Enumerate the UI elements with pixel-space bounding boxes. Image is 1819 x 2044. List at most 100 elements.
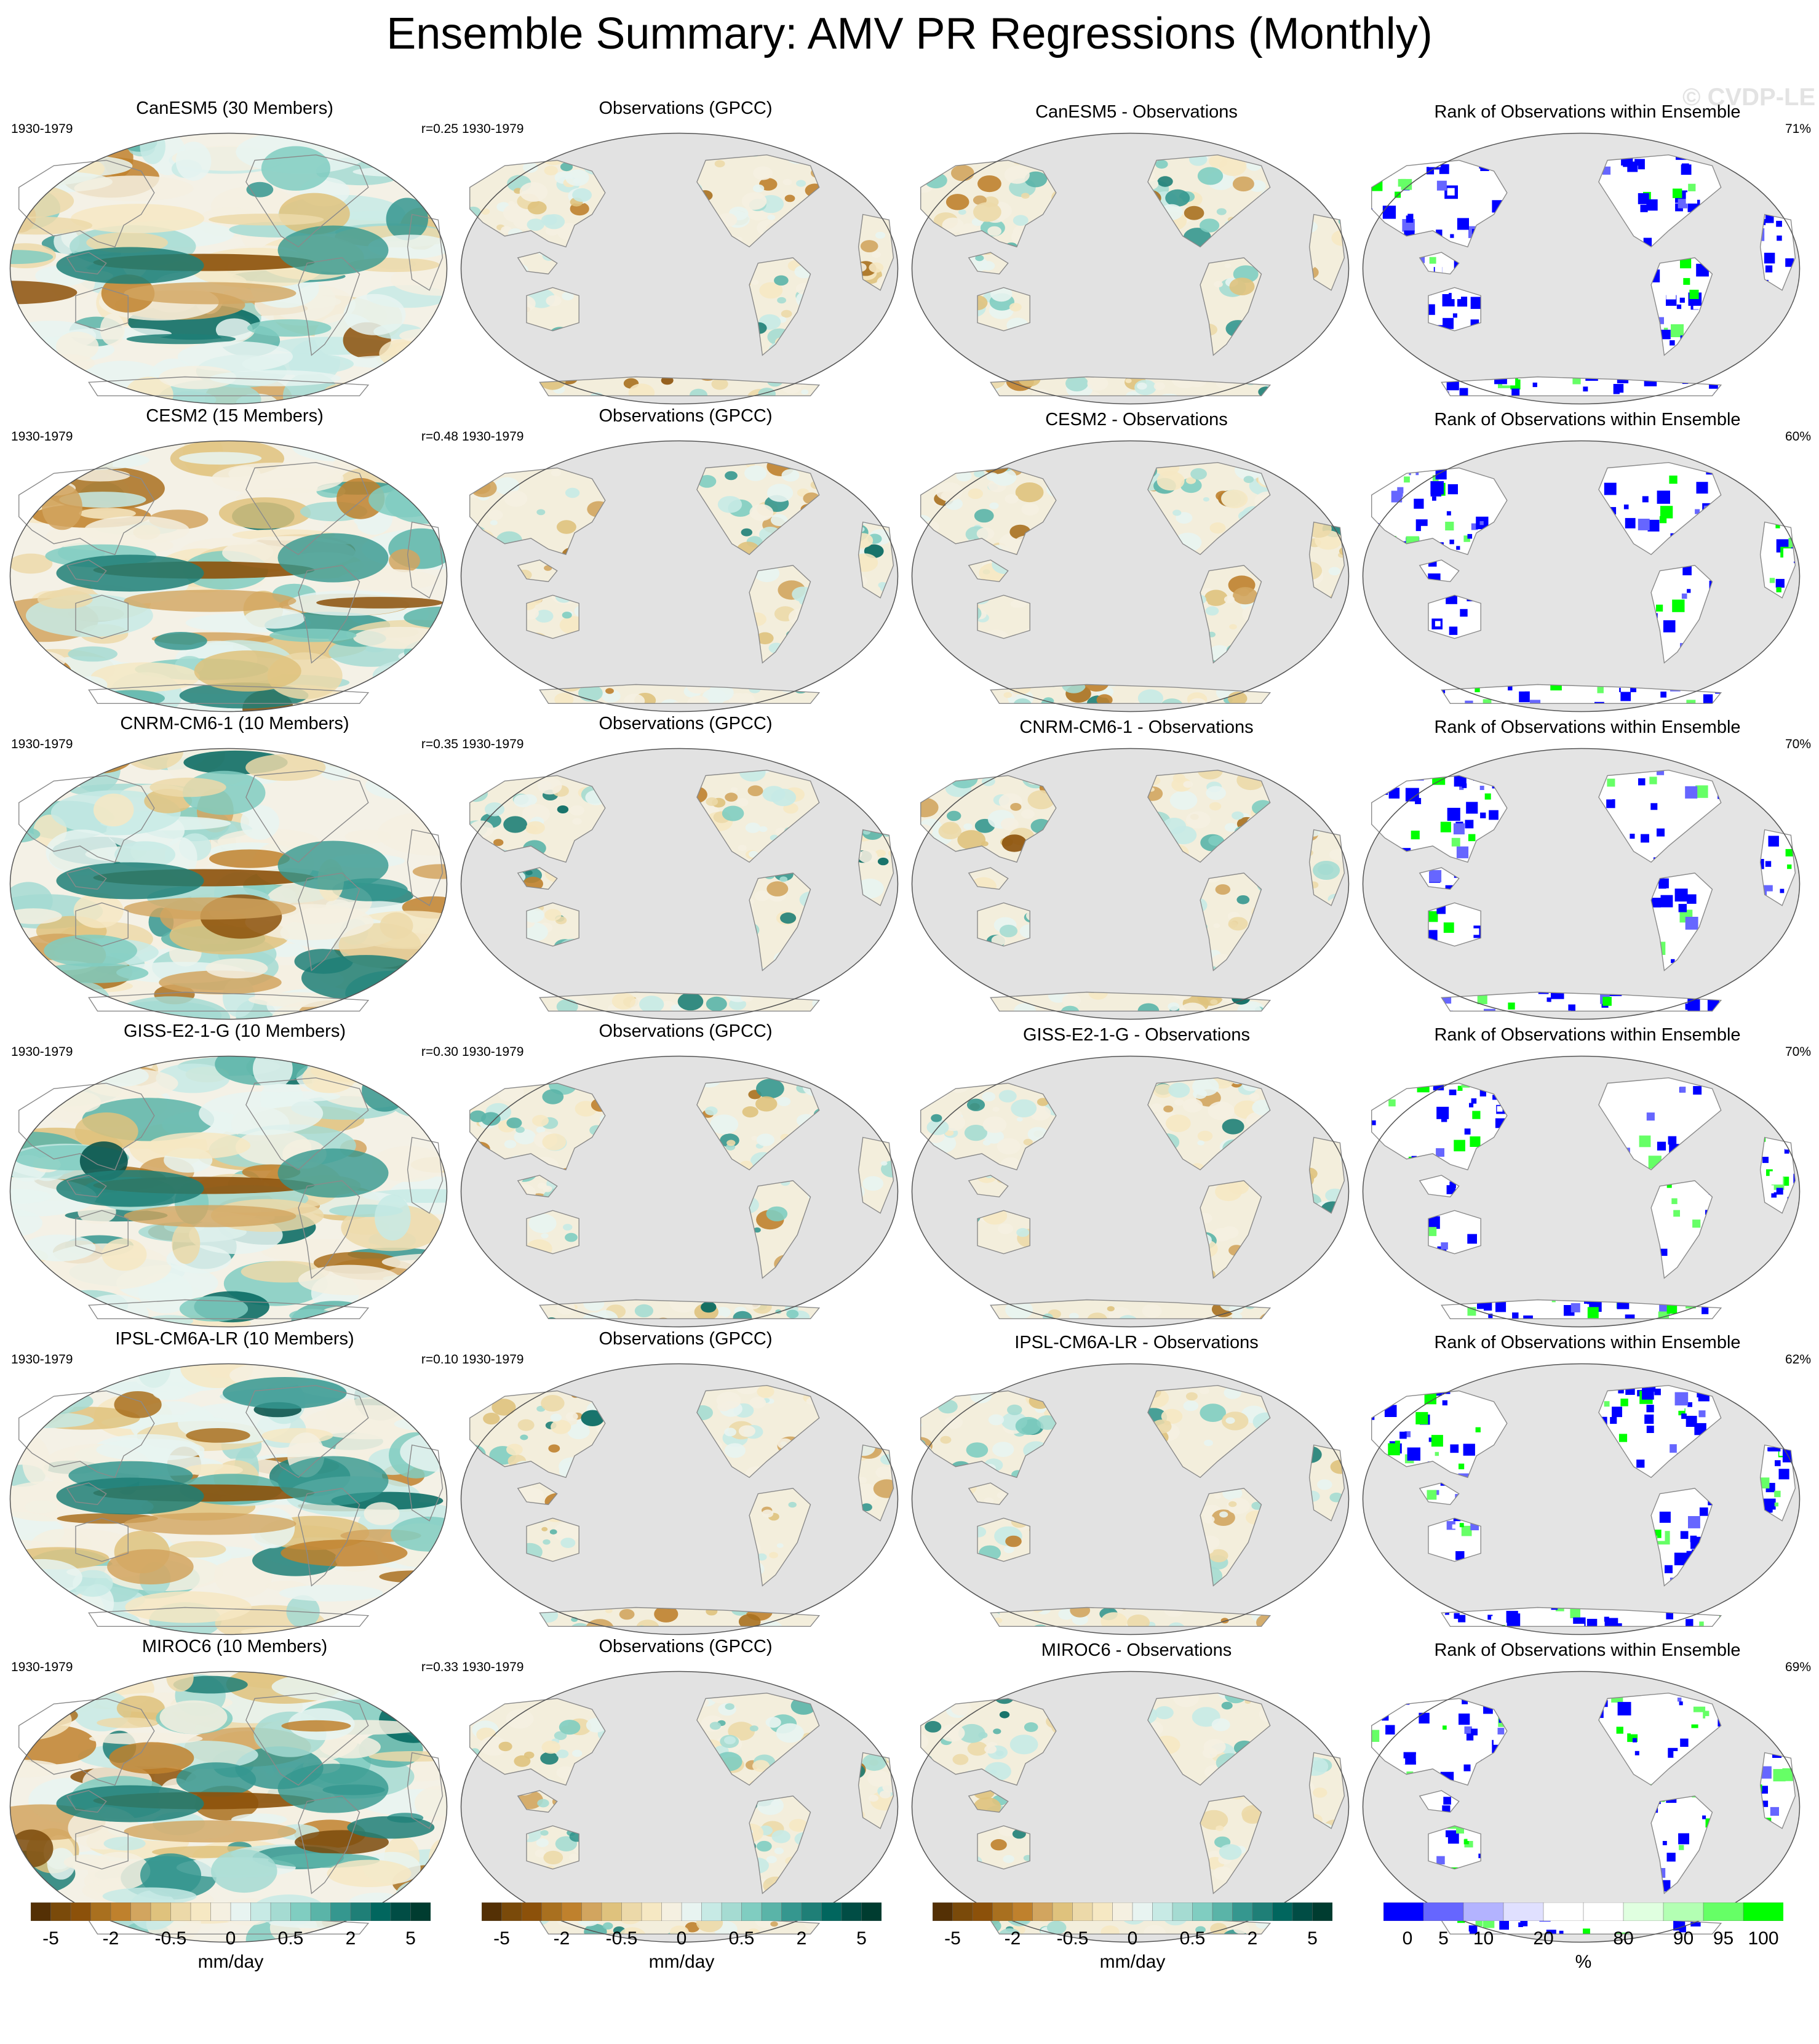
colorbar-tick-label: 5 (1438, 1928, 1449, 1949)
panel-title: GISS-E2-1-G - Observations (1022, 1025, 1251, 1045)
colorbar-model: -5 -2 -0.5 0 0.5 2 5 mm/day (31, 1902, 431, 2001)
colorbar-swatch (952, 1902, 973, 1921)
map-model-2 (9, 748, 448, 1020)
colorbar-obs: -5 -2 -0.5 0 0.5 2 5 mm/day (482, 1902, 882, 2001)
map-obs-3 (460, 1055, 899, 1328)
colorbar-swatch (370, 1902, 391, 1921)
colorbar-swatch (581, 1902, 602, 1921)
colorbar-tick-label: -2 (1004, 1928, 1021, 1949)
colorbar-swatch (972, 1902, 993, 1921)
panel-title: CNRM-CM6-1 (10 Members) (120, 714, 349, 733)
colorbar-swatch (310, 1902, 332, 1921)
colorbar-swatch (50, 1902, 71, 1921)
correlation-label: r=0.48 (421, 429, 458, 444)
colorbar-tick-label: 95 (1713, 1928, 1734, 1949)
colorbar-swatch (1192, 1902, 1213, 1921)
colorbar-swatch (841, 1902, 862, 1921)
colorbar-tick-label: 2 (796, 1928, 807, 1949)
colorbar-swatch (621, 1902, 642, 1921)
map-rank-5 (1362, 1671, 1801, 1943)
panel-diff-5: MIROC6 - Observations (910, 1637, 1363, 1944)
colorbar-tick-label: 20 (1533, 1928, 1554, 1949)
panel-title: Observations (GPCC) (599, 1637, 773, 1656)
panel-title: CNRM-CM6-1 - Observations (1019, 717, 1254, 737)
panel-obs-5: Observations (GPCC) 1930-1979 (460, 1637, 912, 1944)
colorbar-swatch (1072, 1902, 1093, 1921)
colorbar-swatch (661, 1902, 682, 1921)
colorbar-swatch (1152, 1902, 1173, 1921)
panel-title: GISS-E2-1-G (10 Members) (124, 1021, 346, 1041)
rank-percent: 70% (1785, 1045, 1811, 1059)
colorbar-swatch (992, 1902, 1013, 1921)
years-label: 1930-1979 (462, 429, 524, 444)
colorbar-unit: % (1575, 1952, 1592, 1972)
colorbar-tick-label: 100 (1748, 1928, 1779, 1949)
map-obs-5 (460, 1671, 899, 1943)
colorbar-swatch (1092, 1902, 1113, 1921)
colorbar-swatch (1503, 1902, 1544, 1921)
map-diff-0 (911, 132, 1350, 405)
colorbar-swatch (861, 1902, 882, 1921)
colorbar-tick-label: 5 (405, 1928, 416, 1949)
rank-percent: 69% (1785, 1660, 1811, 1674)
colorbar-swatch (110, 1902, 132, 1921)
colorbar-tick-label: -2 (102, 1928, 119, 1949)
colorbar-swatch (1032, 1902, 1053, 1921)
colorbar-swatch (70, 1902, 92, 1921)
colorbar-tick-label: -5 (493, 1928, 510, 1949)
colorbar-swatches (482, 1902, 882, 1921)
colorbar-swatch (801, 1902, 822, 1921)
map-obs-4 (460, 1363, 899, 1635)
colorbar-tick-label: 10 (1473, 1928, 1494, 1949)
rank-percent: 60% (1785, 429, 1811, 444)
colorbar-tick-label: -0.5 (605, 1928, 638, 1949)
colorbar-swatch (1463, 1902, 1504, 1921)
colorbar-swatch (1543, 1902, 1584, 1921)
panel-title: Observations (GPCC) (599, 1021, 773, 1041)
colorbar-swatch (130, 1902, 151, 1921)
colorbar-swatch (1172, 1902, 1193, 1921)
map-diff-2 (911, 748, 1350, 1020)
map-diff-1 (911, 440, 1350, 713)
colorbar-swatch (521, 1902, 543, 1921)
panel-rank-3: Rank of Observations within Ensemble 70% (1361, 1021, 1813, 1329)
panel-title: Observations (GPCC) (599, 1329, 773, 1349)
panel-title: Rank of Observations within Ensemble (1434, 410, 1741, 429)
colorbar-swatch (1252, 1902, 1273, 1921)
colorbar-swatch (170, 1902, 191, 1921)
correlation-label: r=0.33 (421, 1660, 458, 1674)
correlation-label: r=0.25 (421, 122, 458, 136)
colorbar-tick-label: -5 (944, 1928, 961, 1949)
rank-percent: 71% (1785, 122, 1811, 136)
colorbar-swatch (1743, 1902, 1783, 1921)
colorbar-swatch (1232, 1902, 1253, 1921)
panel-title: CanESM5 (30 Members) (136, 98, 333, 118)
colorbar-tick-label: 2 (345, 1928, 356, 1949)
panel-title: Rank of Observations within Ensemble (1434, 1025, 1741, 1045)
years-label: 1930-1979 (11, 737, 73, 751)
correlation-label: r=0.30 (421, 1045, 458, 1059)
years-label: 1930-1979 (462, 1045, 524, 1059)
colorbar-swatch (1112, 1902, 1133, 1921)
panel-title: CanESM5 - Observations (1035, 102, 1238, 122)
colorbar-swatch (721, 1902, 742, 1921)
panel-rank-4: Rank of Observations within Ensemble 62% (1361, 1329, 1813, 1637)
colorbar-swatch (821, 1902, 842, 1921)
colorbar-tick-label: 0.5 (277, 1928, 304, 1949)
panel-rank-2: Rank of Observations within Ensemble 70% (1361, 714, 1813, 1021)
colorbar-swatch (410, 1902, 431, 1921)
map-obs-2 (460, 748, 899, 1020)
colorbar-rank: 0 5 10 20 80 90 95 100% (1383, 1902, 1783, 2001)
panel-diff-3: GISS-E2-1-G - Observations (910, 1021, 1363, 1329)
colorbar-swatch (90, 1902, 111, 1921)
colorbar-swatch (933, 1902, 953, 1921)
rank-percent: 62% (1785, 1352, 1811, 1367)
years-label: 1930-1979 (462, 122, 524, 136)
watermark: © CVDP-LE (1682, 84, 1816, 111)
colorbar-swatches (31, 1902, 431, 1921)
panel-model-2: CNRM-CM6-1 (10 Members) 1930-1979 r=0.35 (9, 714, 461, 1021)
map-rank-2 (1362, 748, 1801, 1020)
colorbar-swatch (1292, 1902, 1313, 1921)
years-label: 1930-1979 (11, 1660, 73, 1674)
colorbar-tick-label: 0 (1127, 1928, 1138, 1949)
